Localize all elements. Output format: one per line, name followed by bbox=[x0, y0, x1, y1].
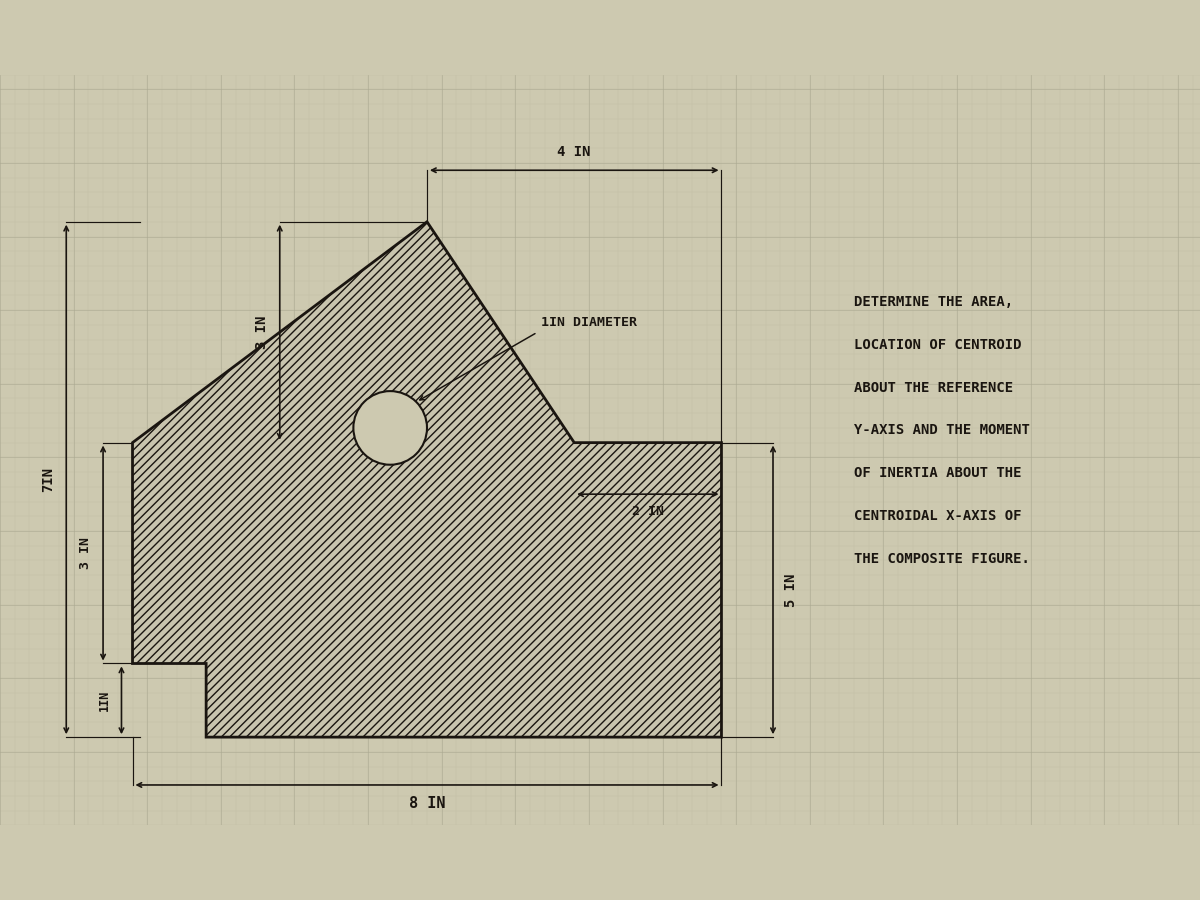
Text: 3 IN: 3 IN bbox=[79, 537, 92, 569]
Text: Y-AXIS AND THE MOMENT: Y-AXIS AND THE MOMENT bbox=[854, 424, 1030, 437]
Polygon shape bbox=[132, 221, 721, 737]
Text: 4 IN: 4 IN bbox=[558, 145, 590, 159]
Text: DETERMINE THE AREA,: DETERMINE THE AREA, bbox=[854, 295, 1013, 310]
Text: LOCATION OF CENTROID: LOCATION OF CENTROID bbox=[854, 338, 1021, 352]
Text: CENTROIDAL X-AXIS OF: CENTROIDAL X-AXIS OF bbox=[854, 508, 1021, 523]
Text: ABOUT THE REFERENCE: ABOUT THE REFERENCE bbox=[854, 381, 1013, 395]
Text: 1IN: 1IN bbox=[97, 689, 110, 711]
Text: 2 IN: 2 IN bbox=[632, 505, 664, 518]
Text: 8 IN: 8 IN bbox=[409, 796, 445, 811]
Text: OF INERTIA ABOUT THE: OF INERTIA ABOUT THE bbox=[854, 466, 1021, 481]
Text: 7IN: 7IN bbox=[41, 467, 55, 492]
Text: 3 IN: 3 IN bbox=[254, 316, 269, 349]
Text: 5 IN: 5 IN bbox=[784, 573, 798, 607]
Text: 1IN DIAMETER: 1IN DIAMETER bbox=[541, 316, 637, 328]
Text: THE COMPOSITE FIGURE.: THE COMPOSITE FIGURE. bbox=[854, 552, 1030, 565]
Circle shape bbox=[353, 392, 427, 464]
